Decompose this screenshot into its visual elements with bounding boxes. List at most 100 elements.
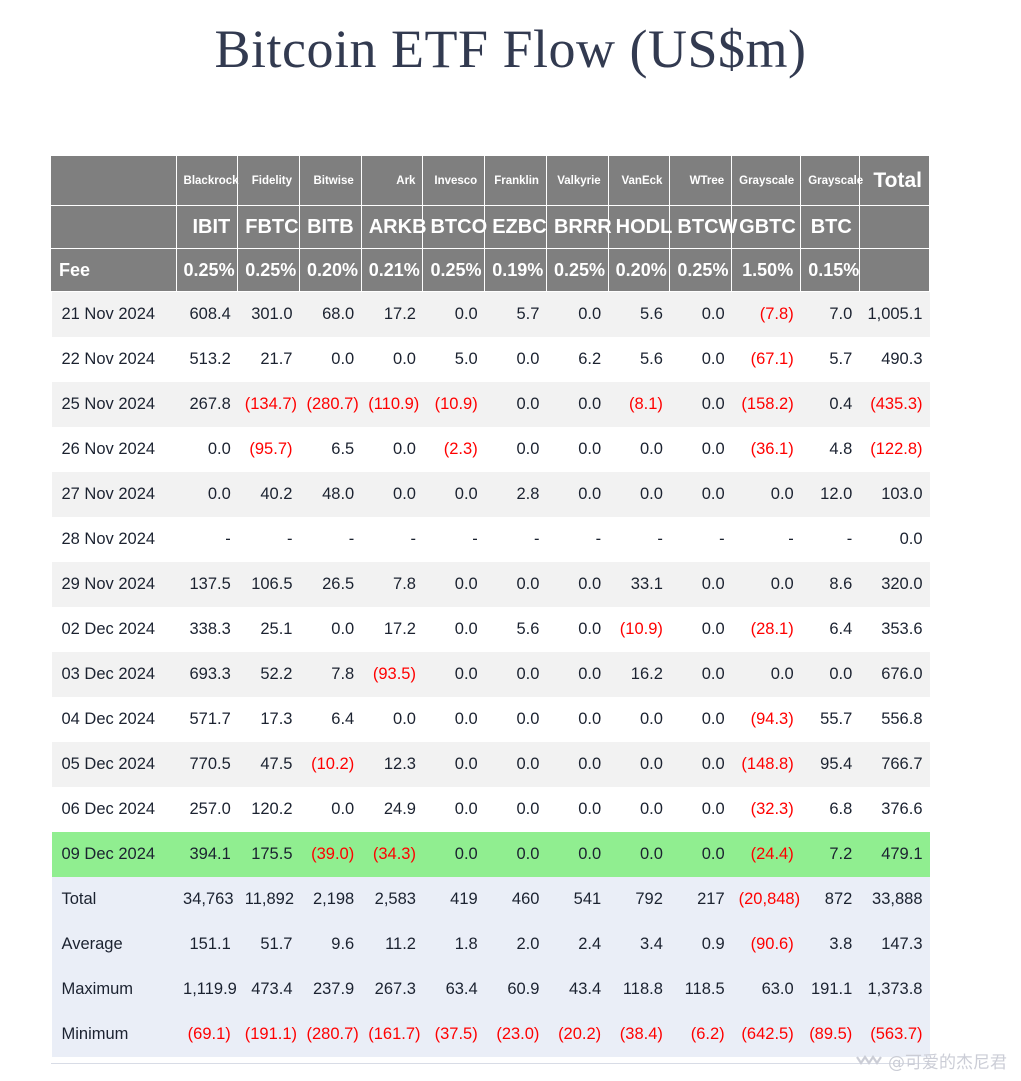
header-issuer-franklin: Franklin bbox=[484, 155, 547, 206]
fee-ezbc: 0.19% bbox=[484, 248, 547, 292]
cell-gbtc: (36.1) bbox=[731, 426, 801, 472]
summary-cell-btco: 1.8 bbox=[422, 921, 485, 967]
header-ticker-brrr: BRRR bbox=[545, 205, 612, 249]
summary-cell-ibit: 1,119.9 bbox=[176, 966, 238, 1012]
cell-arkb: 12.3 bbox=[361, 741, 423, 787]
cell-gbtc: (148.8) bbox=[731, 741, 801, 787]
fee-row-label: Fee bbox=[51, 248, 177, 292]
summary-cell-btcw: 0.9 bbox=[669, 921, 732, 967]
table-row: 22 Nov 2024 513.2 21.7 0.0 0.0 5.0 0.0 6.2 5.6 0.… bbox=[51, 336, 930, 382]
table-header: Blackrock Fidelity Bitwise Ark Invesco Frankl… bbox=[51, 155, 931, 292]
summary-cell-btco: 419 bbox=[422, 876, 485, 922]
cell-ezbc: - bbox=[484, 516, 547, 562]
header-issuer-fidelity: Fidelity bbox=[237, 155, 300, 206]
cell-brrr: 0.0 bbox=[546, 471, 609, 517]
fee-gbtc: 1.50% bbox=[731, 248, 802, 292]
cell-gbtc: - bbox=[731, 516, 801, 562]
table-body: 21 Nov 2024 608.4 301.0 68.0 17.2 0.0 5.7 0.0 5.… bbox=[51, 291, 930, 1057]
summary-cell-arkb: 267.3 bbox=[361, 966, 423, 1012]
cell-btc: 8.6 bbox=[800, 561, 860, 607]
etf-flow-table-container: Blackrock Fidelity Bitwise Ark Invesco Frankl… bbox=[51, 155, 931, 1057]
cell-bitb: (280.7) bbox=[299, 381, 362, 427]
cell-btc: 7.0 bbox=[800, 291, 860, 337]
cell-btcw: 0.0 bbox=[669, 291, 732, 337]
cell-arkb: 0.0 bbox=[361, 696, 423, 742]
summary-cell-bitb: 237.9 bbox=[299, 966, 362, 1012]
summary-cell-ibit: 151.1 bbox=[176, 921, 238, 967]
summary-cell-total: 147.3 bbox=[859, 921, 930, 967]
summary-cell-brrr: 2.4 bbox=[546, 921, 609, 967]
summary-cell-ezbc: (23.0) bbox=[484, 1011, 547, 1057]
cell-fbtc: - bbox=[237, 516, 300, 562]
cell-bitb: 68.0 bbox=[299, 291, 362, 337]
cell-brrr: 0.0 bbox=[546, 381, 609, 427]
header-issuer-ark: Ark bbox=[360, 155, 424, 206]
cell-brrr: - bbox=[546, 516, 609, 562]
summary-cell-bitb: 9.6 bbox=[299, 921, 362, 967]
summary-cell-btcw: (6.2) bbox=[669, 1011, 732, 1057]
fee-btco: 0.25% bbox=[422, 248, 486, 292]
cell-ibit: 0.0 bbox=[176, 471, 238, 517]
fee-brrr: 0.25% bbox=[545, 248, 609, 292]
cell-bitb: 6.5 bbox=[299, 426, 362, 472]
summary-row-minimum: Minimum (69.1) (191.1) (280.7) (161.7) (37.5)… bbox=[51, 1011, 930, 1057]
cell-ezbc: 0.0 bbox=[484, 426, 547, 472]
summary-cell-total: 33,888 bbox=[859, 876, 930, 922]
cell-bitb: 7.8 bbox=[299, 651, 362, 697]
cell-hodl: (10.9) bbox=[608, 606, 670, 652]
cell-gbtc: 0.0 bbox=[731, 471, 801, 517]
fee-btc: 0.15% bbox=[800, 248, 860, 292]
summary-row-average: Average 151.1 51.7 9.6 11.2 1.8 2.0 2.4 3.4 0.9 (9… bbox=[51, 921, 930, 967]
cell-ezbc: 0.0 bbox=[484, 831, 547, 877]
summary-cell-bitb: (280.7) bbox=[299, 1011, 362, 1057]
cell-gbtc: (7.8) bbox=[731, 291, 801, 337]
cell-fbtc: 25.1 bbox=[237, 606, 300, 652]
cell-btcw: - bbox=[669, 516, 732, 562]
summary-cell-fbtc: 473.4 bbox=[237, 966, 300, 1012]
cell-btco: 0.0 bbox=[422, 696, 485, 742]
cell-btco: 0.0 bbox=[422, 786, 485, 832]
row-date: 05 Dec 2024 bbox=[51, 741, 177, 787]
summary-cell-brrr: (20.2) bbox=[546, 1011, 609, 1057]
summary-cell-ibit: 34,763 bbox=[176, 876, 238, 922]
fee-bitb: 0.20% bbox=[299, 248, 362, 292]
header-ticker-bitb: BITB bbox=[299, 205, 362, 249]
cell-arkb: (34.3) bbox=[361, 831, 423, 877]
header-row-issuers: Blackrock Fidelity Bitwise Ark Invesco Frankl… bbox=[51, 155, 931, 206]
cell-ezbc: 2.8 bbox=[484, 471, 547, 517]
cell-btcw: 0.0 bbox=[669, 696, 732, 742]
cell-hodl: 0.0 bbox=[608, 696, 670, 742]
cell-fbtc: (134.7) bbox=[237, 381, 300, 427]
cell-fbtc: 17.3 bbox=[237, 696, 300, 742]
cell-fbtc: 175.5 bbox=[237, 831, 300, 877]
cell-gbtc: 0.0 bbox=[731, 561, 801, 607]
summary-cell-brrr: 541 bbox=[546, 876, 609, 922]
header-issuer-vaneck: VanEck bbox=[607, 155, 671, 206]
cell-btcw: 0.0 bbox=[669, 786, 732, 832]
summary-cell-arkb: 11.2 bbox=[361, 921, 423, 967]
header-ticker-ezbc: EZBC bbox=[484, 205, 547, 249]
header-issuer-grayscale: Grayscale bbox=[800, 155, 863, 206]
header-issuer-wtree: WTree bbox=[669, 155, 733, 206]
cell-btco: 0.0 bbox=[422, 741, 485, 787]
cell-arkb: 0.0 bbox=[361, 426, 423, 472]
summary-cell-btc: 191.1 bbox=[800, 966, 860, 1012]
cell-btc: 7.2 bbox=[800, 831, 860, 877]
cell-btcw: 0.0 bbox=[669, 426, 732, 472]
cell-bitb: (39.0) bbox=[299, 831, 362, 877]
header-corner-cell bbox=[51, 155, 177, 206]
cell-brrr: 0.0 bbox=[546, 696, 609, 742]
cell-ezbc: 0.0 bbox=[484, 786, 547, 832]
cell-btco: (2.3) bbox=[422, 426, 485, 472]
cell-total: 766.7 bbox=[859, 741, 930, 787]
row-date: 22 Nov 2024 bbox=[51, 336, 177, 382]
cell-ibit: 257.0 bbox=[176, 786, 238, 832]
cell-ezbc: 0.0 bbox=[484, 561, 547, 607]
header-row-fees: Fee 0.25% 0.25% 0.20% 0.21% 0.25% 0.19% 0.25% 0.… bbox=[51, 248, 931, 292]
summary-cell-gbtc: (90.6) bbox=[731, 921, 801, 967]
header-issuer-blackrock: Blackrock bbox=[175, 155, 239, 206]
cell-ezbc: 0.0 bbox=[484, 651, 547, 697]
cell-btc: - bbox=[800, 516, 860, 562]
summary-cell-btc: 3.8 bbox=[800, 921, 860, 967]
